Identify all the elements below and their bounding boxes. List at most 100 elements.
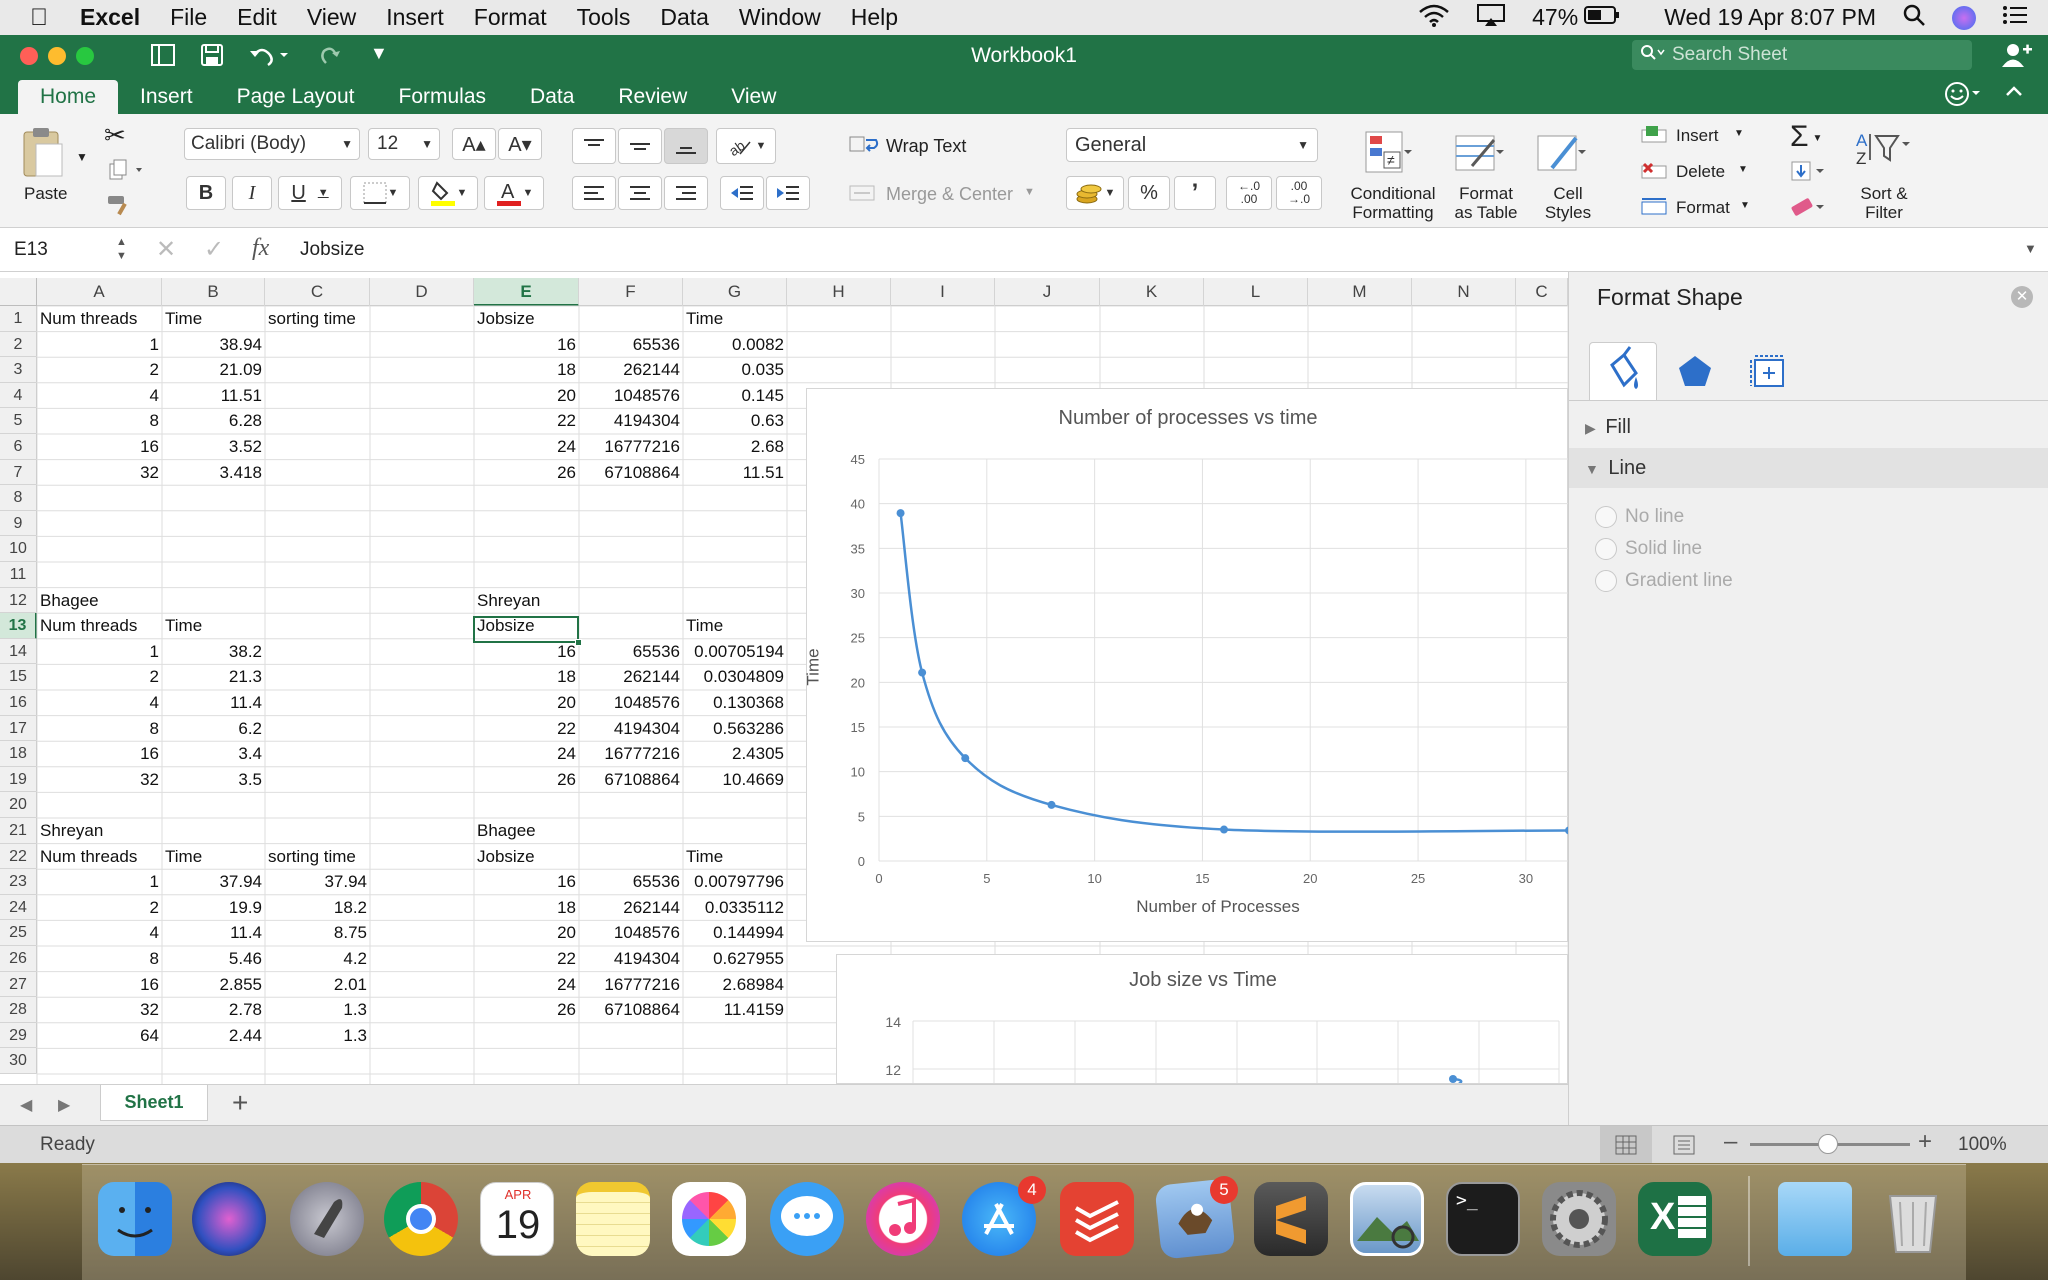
cell-c22[interactable]: sorting time	[268, 846, 356, 866]
search-sheet-box[interactable]: Search Sheet	[1632, 40, 1972, 70]
cell-styles-label-1[interactable]: Cell	[1553, 184, 1583, 203]
cell-a26[interactable]: 8	[149, 949, 159, 968]
underline-button[interactable]: U ▼	[278, 176, 342, 210]
cell-e25[interactable]: 20	[557, 923, 576, 943]
paste-icon[interactable]	[20, 126, 66, 185]
close-panel-icon[interactable]: ✕	[2011, 286, 2033, 308]
column-header-d[interactable]: D	[370, 278, 474, 306]
accounting-format-button[interactable]: ▼	[1066, 176, 1124, 210]
menu-help[interactable]: Help	[832, 4, 898, 30]
cell-e23[interactable]: 16	[557, 872, 576, 892]
zoom-out-icon[interactable]: –	[1724, 1128, 1738, 1155]
cell-f27[interactable]: 16777216	[604, 974, 680, 994]
zoom-in-icon[interactable]: +	[1918, 1128, 1933, 1155]
menu-file[interactable]: File	[152, 4, 207, 30]
paste-dropdown-icon[interactable]: ▼	[76, 150, 88, 164]
cell-c25[interactable]: 8.75	[333, 923, 367, 943]
cell-b4[interactable]: 11.51	[220, 385, 262, 405]
conditional-formatting-icon[interactable]: ≠	[1362, 130, 1412, 181]
cell-c24[interactable]: 18.2	[333, 897, 367, 917]
row-header-12[interactable]: 12	[0, 587, 37, 614]
cell-styles-icon[interactable]	[1534, 130, 1590, 181]
wifi-icon[interactable]	[1418, 3, 1450, 33]
chrome-icon[interactable]	[384, 1182, 458, 1256]
fill-handle[interactable]	[575, 639, 582, 646]
cell-c26[interactable]: 4.2	[343, 949, 367, 968]
cell-f5[interactable]: 4194304	[613, 411, 680, 431]
paste-label[interactable]: Paste	[24, 184, 68, 203]
row-header-17[interactable]: 17	[0, 715, 37, 742]
cell-b3[interactable]: 21.09	[219, 360, 262, 380]
menu-insert[interactable]: Insert	[368, 4, 444, 30]
align-left-button[interactable]	[572, 176, 616, 210]
launchpad-icon[interactable]	[290, 1182, 364, 1256]
wrap-text-label[interactable]: Wrap Text	[886, 136, 967, 156]
cell-a27[interactable]: 16	[140, 974, 159, 994]
system-preferences-icon[interactable]	[1542, 1182, 1616, 1256]
trash-icon[interactable]	[1876, 1182, 1950, 1256]
chart1-title[interactable]: Number of processes vs time	[1058, 407, 1318, 429]
cell-a3[interactable]: 2	[149, 360, 159, 380]
cell-b23[interactable]: 37.94	[219, 872, 262, 892]
cell-f4[interactable]: 1048576	[613, 385, 680, 405]
cell-b24[interactable]: 19.9	[228, 897, 262, 917]
photos-icon[interactable]	[672, 1182, 746, 1256]
comma-style-button[interactable]: ’	[1174, 176, 1216, 210]
gradient-line-radio[interactable]	[1595, 570, 1617, 592]
cell-e27[interactable]: 24	[557, 974, 576, 994]
cell-g17[interactable]: 0.563286	[713, 718, 784, 738]
cell-b16[interactable]: 11.4	[230, 693, 262, 712]
tab-data[interactable]: Data	[530, 85, 575, 108]
row-header-8[interactable]: 8	[0, 485, 37, 511]
formula-input[interactable]: Jobsize	[300, 239, 365, 260]
cell-f28[interactable]: 67108864	[604, 1000, 680, 1020]
menu-clock[interactable]: Wed 19 Apr 8:07 PM	[1664, 4, 1876, 30]
cell-f26[interactable]: 4194304	[613, 949, 680, 968]
fill-color-button[interactable]: ▼	[418, 176, 478, 210]
save-icon[interactable]	[200, 43, 224, 72]
cell-e21[interactable]: Bhagee	[477, 821, 536, 840]
cell-b7[interactable]: 3.418	[219, 462, 262, 482]
cell-f3[interactable]: 262144	[623, 360, 680, 380]
terminal-icon[interactable]: >_	[1446, 1182, 1520, 1256]
cell-e28[interactable]: 26	[557, 1000, 576, 1020]
borders-button[interactable]: ▼	[350, 176, 410, 210]
add-sheet-button[interactable]: +	[232, 1087, 249, 1118]
cell-e19[interactable]: 26	[557, 769, 576, 789]
page-layout-view-icon[interactable]	[1672, 1134, 1696, 1162]
menu-app-name[interactable]: Excel	[62, 4, 140, 30]
name-box-stepper-icon[interactable]: ▲ ▼	[116, 236, 127, 262]
insert-cells-icon[interactable]	[1640, 124, 1670, 151]
cell-b5[interactable]: 6.28	[228, 411, 262, 431]
cell-b19[interactable]: 3.5	[238, 769, 262, 789]
cell-e26[interactable]: 22	[557, 949, 576, 968]
cell-g24[interactable]: 0.0335112	[704, 897, 784, 917]
cell-g16[interactable]: 0.130368	[713, 693, 784, 712]
row-header-28[interactable]: 28	[0, 997, 37, 1023]
row-header-9[interactable]: 9	[0, 510, 37, 537]
undo-icon[interactable]	[248, 43, 288, 72]
cell-a13[interactable]: Num threads	[40, 616, 138, 636]
smiley-feedback-icon[interactable]	[1944, 81, 1990, 112]
cell-g26[interactable]: 0.627955	[713, 949, 784, 968]
column-header-n[interactable]: N	[1412, 278, 1516, 306]
cell-f14[interactable]: 65536	[632, 641, 680, 661]
shrink-font-button[interactable]: A▾	[498, 128, 542, 160]
cell-g5[interactable]: 0.63	[750, 411, 784, 431]
cell-e13[interactable]: Jobsize	[477, 616, 535, 636]
cancel-entry-icon[interactable]: ✕	[156, 236, 177, 263]
cell-f19[interactable]: 67108864	[604, 769, 680, 789]
cell-g22[interactable]: Time	[686, 846, 724, 866]
format-cells-icon[interactable]	[1640, 196, 1670, 223]
menu-view[interactable]: View	[288, 4, 356, 30]
insert-function-icon[interactable]: fx	[252, 235, 270, 261]
cell-f23[interactable]: 65536	[632, 872, 680, 892]
no-line-radio[interactable]	[1595, 506, 1617, 528]
cell-a4[interactable]: 4	[149, 385, 159, 405]
name-box[interactable]: E13	[14, 239, 48, 260]
row-header-6[interactable]: 6	[0, 434, 37, 460]
cell-a25[interactable]: 4	[149, 923, 159, 943]
cut-icon[interactable]: ✂	[104, 120, 126, 150]
delete-dropdown-icon[interactable]: ▼	[1738, 164, 1748, 175]
